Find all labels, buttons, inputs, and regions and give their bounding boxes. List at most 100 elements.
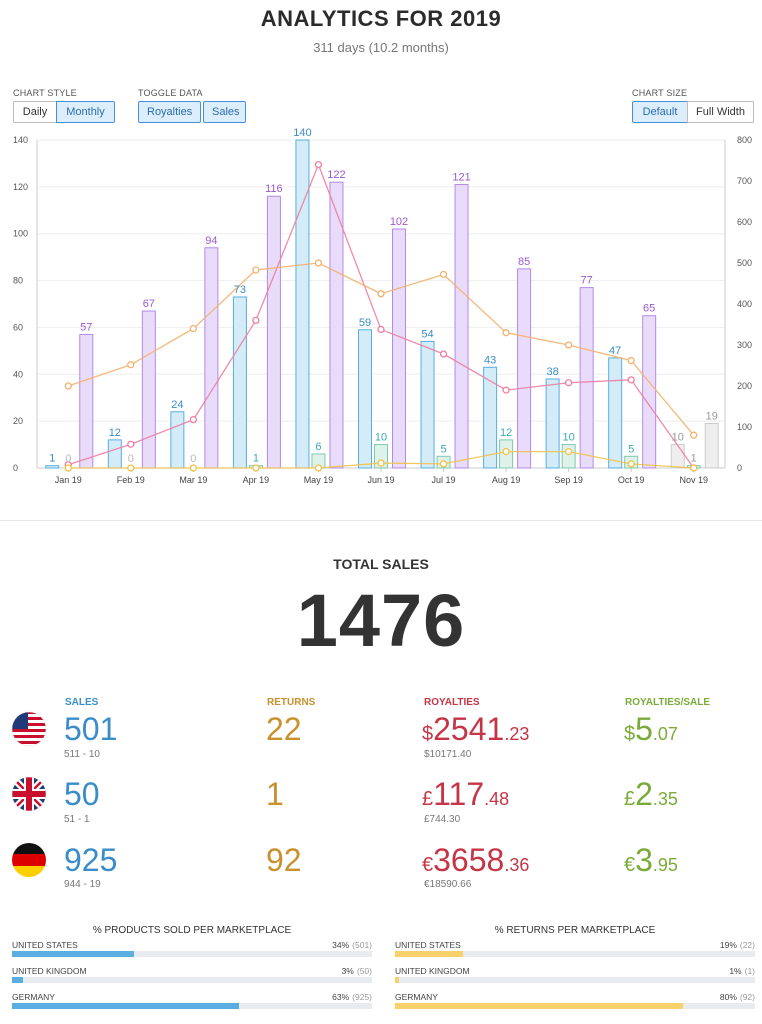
x-tick-label: Mar 19 [179, 475, 207, 485]
left-tick-label: 20 [13, 416, 23, 426]
returns-data-label: 10 [563, 432, 575, 444]
products-sold-bar-fill [12, 951, 135, 957]
daily-button[interactable]: Daily [13, 101, 56, 123]
products-sold-marketplace-name: UNITED KINGDOM [12, 966, 87, 976]
right-tick-label: 200 [737, 381, 752, 391]
returns-per-percent: 1% (1) [675, 966, 755, 976]
x-tick-label: Oct 19 [618, 475, 645, 485]
returns-column-header: RETURNS [267, 697, 316, 708]
returns-per-count: (22) [739, 940, 755, 950]
line-point [252, 266, 260, 274]
royalty-data-label: 57 [80, 321, 92, 333]
monthly-button[interactable]: Monthly [56, 101, 115, 123]
royalty-bar [454, 184, 469, 469]
returns-per-percent-value: 80% [719, 992, 737, 1002]
sales-bar [608, 357, 623, 469]
us-royalties-total: $10171.40 [424, 749, 472, 760]
products-sold-title: % PRODUCTS SOLD PER MARKETPLACE [92, 925, 292, 936]
royalty-bar [642, 315, 657, 469]
line-point [627, 460, 635, 468]
page-subtitle: 311 days (10.2 months) [313, 40, 449, 55]
left-tick-label: 60 [13, 322, 23, 332]
right-tick-label: 700 [737, 176, 752, 186]
right-tick-label: 500 [737, 258, 752, 268]
line-point [64, 464, 72, 472]
x-tick-label: Jun 19 [367, 475, 394, 485]
us-sales-breakdown: 511 - 10 [64, 749, 100, 760]
us-flag-icon [11, 711, 47, 747]
royalty-data-label: 102 [390, 216, 408, 228]
series-line [68, 162, 695, 469]
royalty-data-label: 85 [518, 256, 530, 268]
products-sold-percent: 63% (925) [292, 992, 372, 1002]
returns-per-percent-value: 1% [729, 966, 742, 976]
line-point [127, 361, 135, 369]
de-returns-value: 92 [266, 842, 302, 878]
sales-bar [670, 444, 685, 469]
royalty-data-label: 65 [643, 303, 655, 315]
uk-royalties-value: £117.48 [422, 776, 510, 812]
returns-data-label: 5 [440, 443, 446, 455]
royalty-bar [79, 333, 94, 469]
sales-toggle-button[interactable]: Sales [203, 101, 246, 123]
line-point [690, 431, 698, 439]
royalty-data-label: 77 [581, 275, 593, 287]
x-tick-label: Feb 19 [117, 475, 145, 485]
uk-sales-breakdown: 51 - 1 [64, 814, 90, 825]
line-point [314, 259, 323, 267]
returns-per-count: (92) [739, 992, 755, 1002]
returns-per-marketplace-name: UNITED STATES [395, 940, 461, 950]
sales-column-header: SALES [65, 697, 99, 708]
returns-per-marketplace-name: UNITED KINGDOM [395, 966, 470, 976]
products-sold-marketplace-name: UNITED STATES [12, 940, 78, 950]
default-size-button[interactable]: Default [632, 101, 687, 123]
royalty-bar [579, 287, 594, 469]
uk-sales-value: 50 [64, 776, 100, 812]
left-tick-label: 80 [13, 276, 23, 286]
right-tick-label: 0 [737, 463, 742, 473]
right-tick-label: 100 [737, 422, 752, 432]
line-point [502, 386, 510, 394]
returns-per-bar-fill [395, 977, 399, 983]
sales-data-label: 12 [109, 427, 121, 439]
royalty-data-label: 121 [452, 172, 470, 184]
de-royalties-per-sale: €3.95 [624, 842, 678, 878]
line-point [564, 447, 573, 456]
products-sold-percent-value: 63% [332, 992, 350, 1002]
total-sales-value: 1476 [296, 579, 466, 662]
products-sold-count: (925) [352, 992, 372, 1002]
de-sales-breakdown: 944 - 19 [64, 879, 101, 890]
products-sold-bar-track [12, 1003, 372, 1009]
royalty-bar [266, 195, 281, 469]
x-tick-label: Sep 19 [554, 475, 583, 485]
de-flag-icon [12, 843, 46, 877]
royalties-per-sale-column-header: ROYALTIES/SALE [625, 697, 711, 708]
line-point [64, 382, 72, 390]
products-sold-row: UNITED KINGDOM 3% (50) [12, 966, 372, 984]
zero-data-label: 0 [190, 453, 196, 465]
us-royalties-per-sale: $5.07 [624, 711, 678, 747]
returns-per-bar-fill [395, 1003, 683, 1009]
de-royalties-value: €3658.36 [422, 842, 530, 878]
returns-per-bar-track [395, 951, 755, 957]
royalty-bar [204, 247, 219, 469]
toggle-data-group: Royalties Sales [138, 101, 248, 123]
full-width-button[interactable]: Full Width [687, 101, 754, 123]
sales-bar [358, 329, 372, 469]
royalties-toggle-button[interactable]: Royalties [138, 101, 201, 123]
x-tick-label: May 19 [304, 475, 334, 485]
products-sold-percent: 3% (50) [292, 966, 372, 976]
line-point [377, 290, 385, 298]
sales-bar [232, 296, 247, 469]
chart-size-group: Default Full Width [632, 101, 754, 123]
right-tick-label: 600 [737, 217, 752, 227]
zero-data-label: 0 [65, 453, 71, 465]
products-sold-bar-track [12, 977, 372, 983]
returns-per-row: UNITED KINGDOM 1% (1) [395, 966, 755, 984]
us-royalties-value: $2541.23 [422, 711, 530, 747]
line-point [377, 459, 385, 467]
returns-per-bar-track [395, 977, 755, 983]
x-tick-label: Jan 19 [55, 475, 82, 485]
left-tick-label: 100 [13, 229, 28, 239]
chart-style-group: Daily Monthly [13, 101, 115, 123]
